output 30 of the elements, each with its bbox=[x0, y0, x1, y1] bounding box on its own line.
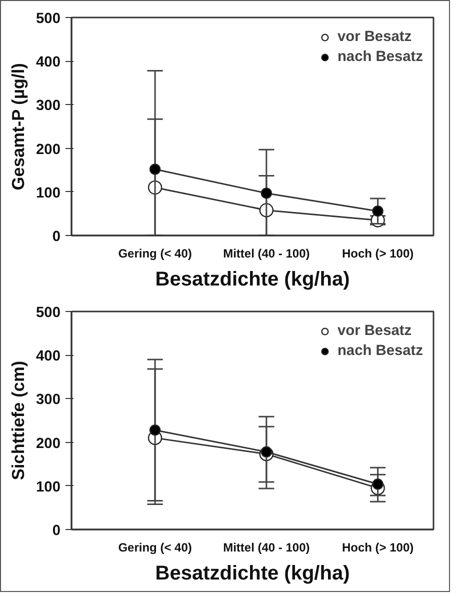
y-tick-label: 500 bbox=[36, 11, 61, 27]
point bbox=[149, 424, 161, 436]
y-axis-title: Sichttiefe (cm) bbox=[8, 360, 28, 480]
x-axis-title: Besatzdichte (kg/ha) bbox=[155, 562, 350, 584]
x-tick-label: Hoch (> 100) bbox=[342, 540, 414, 554]
y-axis-title: Gesamt-P (µg/l) bbox=[8, 63, 28, 190]
y-tick-label: 300 bbox=[36, 98, 61, 114]
y-tick-label: 100 bbox=[36, 479, 61, 496]
y-tick-label: 100 bbox=[36, 185, 61, 202]
x-tick-label: Gering (< 40) bbox=[118, 246, 192, 260]
point bbox=[260, 188, 272, 199]
x-tick-label: Mittel (40 - 100) bbox=[223, 540, 310, 554]
legend-label: nach Besatz bbox=[337, 343, 423, 359]
y-tick-label: 500 bbox=[36, 305, 61, 321]
x-tick-label: Gering (< 40) bbox=[118, 540, 192, 554]
y-tick-label: 400 bbox=[36, 54, 61, 71]
y-tick-label: 0 bbox=[52, 523, 61, 539]
x-tick-label: Hoch (> 100) bbox=[342, 246, 414, 260]
y-tick-label: 200 bbox=[36, 142, 61, 158]
x-axis-title: Besatzdichte (kg/ha) bbox=[155, 268, 350, 290]
y-tick-label: 300 bbox=[36, 392, 61, 408]
x-tick-label: Mittel (40 - 100) bbox=[223, 246, 310, 260]
legend-label: vor Besatz bbox=[337, 323, 412, 339]
point bbox=[260, 446, 272, 458]
y-tick-label: 200 bbox=[36, 436, 61, 452]
legend-label: nach Besatz bbox=[337, 49, 423, 65]
y-tick-label: 400 bbox=[36, 348, 61, 365]
point bbox=[149, 164, 161, 175]
legend-label: vor Besatz bbox=[337, 29, 412, 45]
y-tick-label: 0 bbox=[52, 229, 61, 245]
